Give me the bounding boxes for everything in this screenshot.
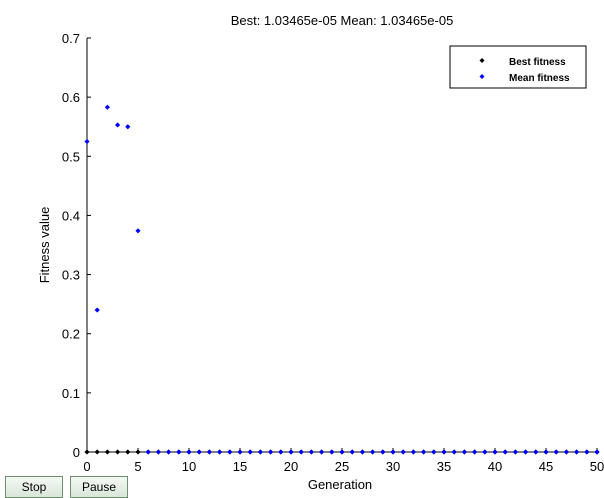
mean-fitness-point (115, 122, 121, 128)
best-fitness-point (115, 449, 121, 455)
legend-marker-mean-fitness (479, 74, 485, 79)
mean-fitness-point (125, 124, 131, 130)
mean-fitness-point (502, 449, 508, 455)
chart-title: Best: 1.03465e-05 Mean: 1.03465e-05 (231, 13, 454, 28)
best-fitness-point (125, 449, 131, 455)
mean-fitness-point (308, 449, 314, 455)
y-tick-label: 0.5 (62, 149, 80, 164)
y-tick-label: 0.3 (62, 268, 80, 283)
mean-fitness-point (390, 449, 396, 455)
mean-fitness-point (145, 449, 151, 455)
mean-fitness-point (533, 449, 539, 455)
mean-fitness-point (196, 449, 202, 455)
legend-label-best-fitness: Best fitness (509, 57, 566, 68)
mean-fitness-point (492, 449, 498, 455)
legend: Best fitness Mean fitness (449, 45, 587, 89)
x-axis-ticks: 0 5 10 15 20 25 30 35 40 45 50 (83, 448, 604, 474)
y-tick-label: 0.2 (62, 327, 80, 342)
y-tick-label: 0.4 (62, 208, 80, 223)
x-tick-label: 45 (539, 459, 553, 474)
legend-marker-best-fitness (479, 58, 485, 63)
mean-fitness-point (155, 449, 161, 455)
stop-button[interactable]: Stop (5, 476, 63, 498)
y-tick-label: 0.7 (62, 31, 80, 46)
mean-fitness-point (94, 307, 100, 313)
mean-fitness-point (227, 449, 233, 455)
legend-box (449, 45, 587, 89)
best-fitness-point (94, 449, 100, 455)
y-axis-label: Fitness value (37, 207, 52, 284)
x-tick-label: 40 (488, 459, 502, 474)
mean-fitness-point (268, 449, 274, 455)
mean-fitness-point (329, 449, 335, 455)
mean-fitness-point (421, 449, 427, 455)
mean-fitness-point (563, 449, 569, 455)
mean-fitness-point (166, 449, 172, 455)
mean-fitness-point (553, 449, 559, 455)
mean-fitness-point (247, 449, 253, 455)
mean-fitness-point (461, 449, 467, 455)
mean-fitness-point (237, 449, 243, 455)
mean-fitness-point (370, 449, 376, 455)
best-fitness-point (135, 449, 141, 455)
data-points (84, 104, 600, 455)
mean-fitness-point (574, 449, 580, 455)
mean-fitness-point (298, 449, 304, 455)
mean-fitness-point (472, 449, 478, 455)
mean-fitness-point (543, 449, 549, 455)
mean-fitness-point (359, 449, 365, 455)
mean-fitness-point (523, 449, 529, 455)
mean-fitness-point (206, 449, 212, 455)
x-tick-label: 10 (182, 459, 196, 474)
mean-fitness-point (349, 449, 355, 455)
y-axis-ticks: 0 0.1 0.2 0.3 0.4 0.5 0.6 0.7 (62, 31, 91, 460)
y-tick-label: 0.1 (62, 386, 80, 401)
mean-fitness-point (104, 104, 110, 110)
mean-fitness-point (288, 449, 294, 455)
pause-button[interactable]: Pause (70, 476, 128, 498)
mean-fitness-point (451, 449, 457, 455)
mean-fitness-point (594, 449, 600, 455)
best-fitness-point (104, 449, 110, 455)
x-tick-label: 20 (284, 459, 298, 474)
best-fitness-point (84, 449, 90, 455)
mean-fitness-point (400, 449, 406, 455)
mean-fitness-point (482, 449, 488, 455)
legend-label-mean-fitness: Mean fitness (509, 73, 570, 84)
mean-fitness-point (176, 449, 182, 455)
x-tick-label: 0 (83, 459, 90, 474)
mean-fitness-point (319, 449, 325, 455)
mean-fitness-point (84, 138, 90, 145)
y-tick-label: 0.6 (62, 90, 80, 105)
mean-fitness-point (257, 449, 263, 455)
mean-fitness-point (441, 449, 447, 455)
mean-fitness-point (278, 449, 284, 455)
x-tick-label: 5 (134, 459, 141, 474)
mean-fitness-point (135, 228, 141, 234)
mean-fitness-point (584, 449, 590, 455)
y-tick-label: 0 (73, 445, 80, 460)
mean-fitness-point (431, 449, 437, 455)
x-tick-label: 35 (437, 459, 451, 474)
mean-fitness-point (339, 449, 345, 455)
mean-fitness-point (186, 449, 192, 455)
x-tick-label: 30 (386, 459, 400, 474)
mean-fitness-point (512, 449, 518, 455)
x-tick-label: 15 (233, 459, 247, 474)
x-tick-label: 50 (590, 459, 604, 474)
x-axis-label: Generation (308, 477, 372, 490)
mean-fitness-point (410, 449, 416, 455)
x-tick-label: 25 (335, 459, 349, 474)
mean-fitness-point (380, 449, 386, 455)
mean-fitness-point (217, 449, 223, 455)
